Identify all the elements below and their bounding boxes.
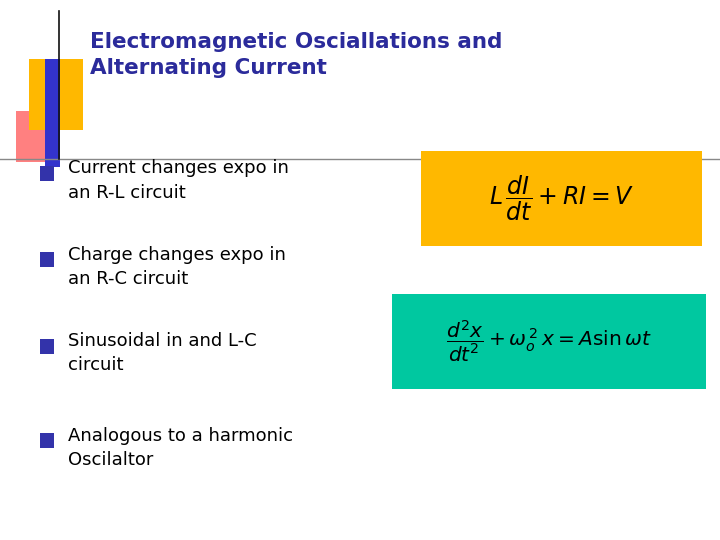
Text: Electromagnetic Osciallations and
Alternating Current: Electromagnetic Osciallations and Altern… xyxy=(90,32,503,78)
FancyBboxPatch shape xyxy=(40,252,54,267)
FancyBboxPatch shape xyxy=(40,433,54,448)
Text: Charge changes expo in
an R-C circuit: Charge changes expo in an R-C circuit xyxy=(68,246,287,288)
Text: Analogous to a harmonic
Oscilaltor: Analogous to a harmonic Oscilaltor xyxy=(68,427,294,469)
Text: Sinusoidal in and L-C
circuit: Sinusoidal in and L-C circuit xyxy=(68,332,257,374)
Text: Current changes expo in
an R-L circuit: Current changes expo in an R-L circuit xyxy=(68,159,289,201)
FancyBboxPatch shape xyxy=(392,294,706,389)
FancyBboxPatch shape xyxy=(16,111,60,162)
FancyBboxPatch shape xyxy=(29,59,83,130)
FancyBboxPatch shape xyxy=(40,339,54,354)
Text: $L\,\dfrac{dI}{dt} + RI = V$: $L\,\dfrac{dI}{dt} + RI = V$ xyxy=(489,174,634,223)
Text: $\dfrac{d^2x}{dt^2} + \omega_o^{\,2}\,x = A\sin\omega t$: $\dfrac{d^2x}{dt^2} + \omega_o^{\,2}\,x … xyxy=(446,319,652,364)
FancyBboxPatch shape xyxy=(40,166,54,181)
FancyBboxPatch shape xyxy=(421,151,702,246)
FancyBboxPatch shape xyxy=(45,59,60,167)
